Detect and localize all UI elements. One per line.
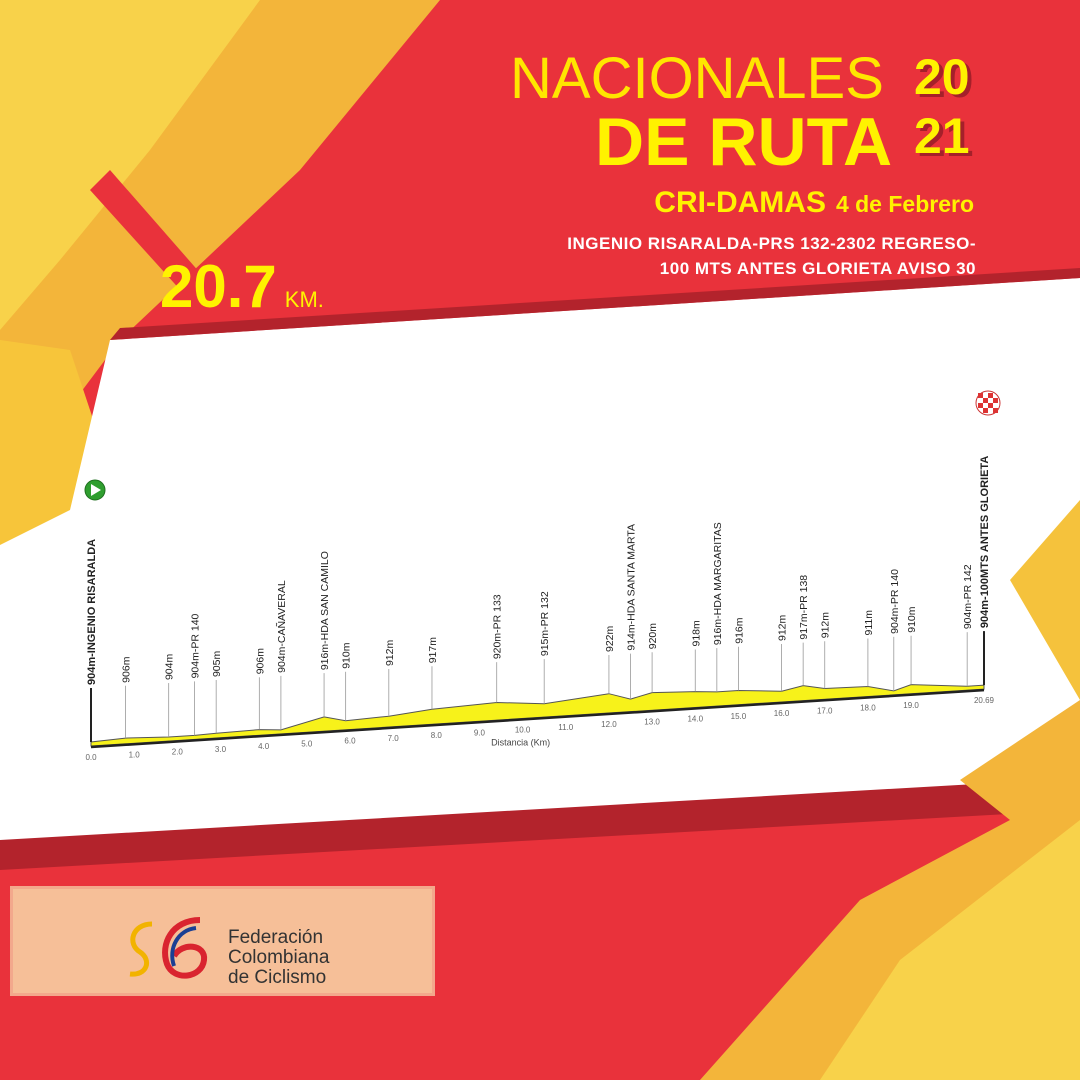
x-tick-label: 8.0 [431,731,443,740]
marker-label: 918m [690,620,702,647]
marker-label: 912m [384,640,396,667]
marker-label: 917m-PR 138 [798,575,810,640]
distance: 20.7 KM. [160,252,324,321]
deco-yellow-top-left-light [0,0,260,330]
checker-square [988,393,993,398]
stage-date: 4 de Febrero [835,191,974,217]
checker-square [983,398,988,403]
fcc-logo-icon [129,917,207,979]
stage-name: CRI-DAMAS [654,186,826,219]
marker-label: 904m-CAÑAVERAL [275,580,288,673]
logo-box [10,886,435,996]
marker-label: 904m-PR 142 [962,564,974,629]
x-tick-label: 9.0 [474,728,486,737]
route-line2: 100 MTS ANTES GLORIETA AVISO 30 [659,259,976,278]
x-tick-label: 14.0 [687,715,703,724]
marker-label: 906m [254,648,266,675]
play-icon-glyph [91,484,101,496]
x-tick-label: 2.0 [172,748,184,757]
x-axis-label: Distancia (Km) [491,738,550,748]
marker-label: 911m [863,610,875,636]
marker-label: 904m [164,654,176,681]
title-line2: DE RUTA [595,104,893,180]
marker-label: 912m [820,612,832,639]
marker-label: 917m [427,637,439,664]
logo-line: de Ciclismo [228,967,327,988]
logo-line: Colombiana [228,947,330,968]
checker-square [988,403,993,408]
distance-unit: KM. [284,287,324,312]
checker-square [993,408,998,413]
title-line1: NACIONALES [510,46,884,111]
profile-area [90,684,985,747]
x-tick-label: 15.0 [731,712,747,721]
marker-label: 915m-PR 132 [539,591,551,656]
marker-label: 920m [647,623,659,650]
x-tick-label: 3.0 [215,745,227,754]
x-axis-baseline [90,688,985,749]
marker-label: 904m-PR 140 [190,613,202,678]
x-tick-label: 17.0 [817,706,833,715]
marker-label: 916m-HDA MARGARITAS [712,522,724,645]
checker-square [983,408,988,413]
deco-top-shadow [110,268,1080,340]
route-line1: INGENIO RISARALDA-PRS 132-2302 REGRESO- [567,234,976,253]
checker-square [993,398,998,403]
deco-red-stripe [90,170,250,345]
marker-label: 906m [121,656,133,683]
deco-yellow-right [1010,500,1080,700]
x-tick-label: 19.0 [903,701,919,710]
x-tick-label: 4.0 [258,742,270,751]
x-tick-label: 20.69 [974,696,995,705]
marker-label: 904m-INGENIO RISARALDA [86,539,98,685]
distance-value: 20.7 [160,253,277,320]
x-tick-label: 0.0 [85,753,97,762]
white-band-shadow [0,775,1080,870]
marker-label: 912m [777,614,789,641]
marker-label: 916m [733,617,745,644]
x-tick-label: 16.0 [774,709,790,718]
x-tick-label: 7.0 [388,734,400,743]
marker-label: 910m [906,606,918,633]
logo-line: Federación [228,927,324,948]
x-tick-label: 1.0 [129,750,141,759]
x-tick-label: 13.0 [644,717,660,726]
deco-yellow-bottom-right-light [820,820,1080,1080]
x-tick-label: 11.0 [558,723,574,732]
year-bottom: 21 [914,108,970,164]
x-tick-label: 6.0 [344,737,356,746]
x-tick-label: 12.0 [601,720,617,729]
checker-square [978,393,983,398]
marker-label: 916m-HDA SAN CAMILO [319,551,331,670]
checker-square [978,403,983,408]
marker-label: 904m-100MTS ANTES GLORIETA [979,456,991,628]
marker-label: 904m-PR 140 [889,569,901,634]
marker-label: 920m-PR 133 [492,594,504,659]
marker-label: 922m [604,625,616,652]
x-tick-label: 18.0 [860,704,876,713]
marker-label: 910m [341,642,353,669]
stage-subtitle: CRI-DAMAS 4 de Febrero [654,186,974,220]
marker-label: 914m-HDA SANTA MARTA [626,524,638,651]
logo-text: Federación Colombiana de Ciclismo [228,928,329,988]
x-tick-label: 5.0 [301,739,313,748]
x-tick-label: 10.0 [515,726,531,735]
year-top: 20 [914,49,970,105]
marker-label: 905m [211,651,223,678]
